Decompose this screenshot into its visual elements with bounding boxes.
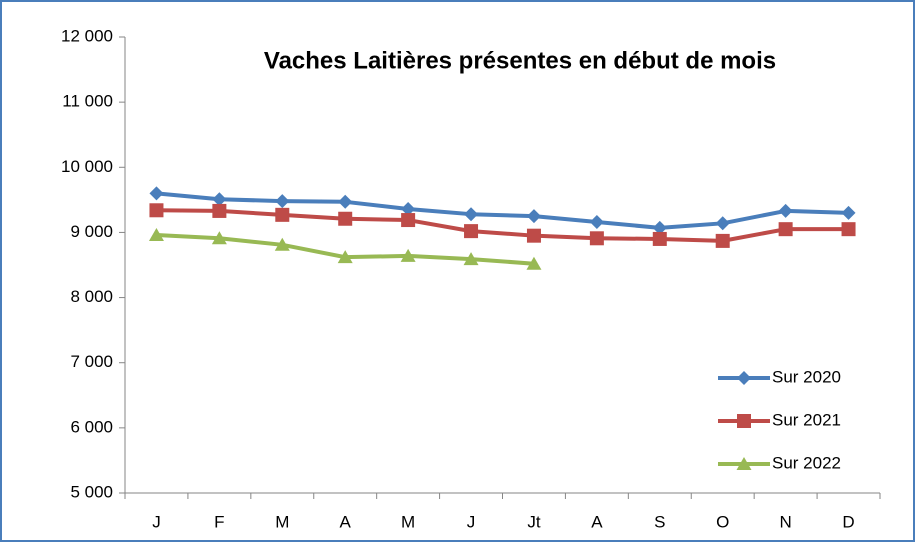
marker [401,201,416,216]
marker [778,203,793,218]
marker [400,248,416,262]
marker [211,231,227,245]
marker [464,224,479,239]
marker [841,205,856,220]
y-tick-label: 5 000 [70,482,113,501]
marker [149,203,164,218]
y-tick-label: 6 000 [70,417,113,436]
marker [737,414,751,428]
marker [737,371,751,385]
marker [212,203,227,218]
marker [274,237,290,251]
chart-title: Vaches Laitières présentes en début de m… [264,47,776,74]
marker [589,231,604,246]
y-tick-label: 11 000 [62,92,113,111]
marker [736,457,752,470]
marker [338,211,353,226]
legend-label: Sur 2021 [772,410,841,429]
x-tick-label: A [340,512,352,531]
marker [401,213,416,228]
legend-label: Sur 2020 [772,367,841,386]
x-tick-label: J [152,512,161,531]
y-tick-label: 9 000 [70,222,113,241]
marker [778,222,793,237]
x-tick-label: N [779,512,791,531]
x-tick-label: Jt [527,512,541,531]
marker [715,233,730,248]
marker [652,220,667,235]
y-tick-label: 8 000 [70,287,113,306]
x-tick-label: D [842,512,854,531]
marker [275,194,290,209]
x-tick-label: A [591,512,603,531]
marker [338,194,353,209]
marker [149,186,164,201]
marker [526,256,542,270]
x-tick-label: M [275,512,289,531]
y-tick-label: 7 000 [70,352,113,371]
y-tick-label: 12 000 [61,26,113,45]
x-tick-label: J [467,512,476,531]
marker [652,231,667,246]
marker [212,192,227,207]
x-tick-label: M [401,512,415,531]
series-line [156,208,849,243]
marker [464,207,479,222]
legend-label: Sur 2022 [772,453,841,472]
marker [841,222,856,237]
y-tick-label: 10 000 [61,157,113,176]
marker [526,228,541,243]
marker [148,228,164,242]
marker [275,207,290,222]
x-tick-label: F [214,512,224,531]
series-line [156,191,849,230]
marker [463,252,479,266]
marker [715,216,730,231]
marker [526,209,541,224]
x-tick-label: O [716,512,729,531]
marker [337,250,353,264]
marker [589,215,604,230]
x-tick-label: S [654,512,665,531]
